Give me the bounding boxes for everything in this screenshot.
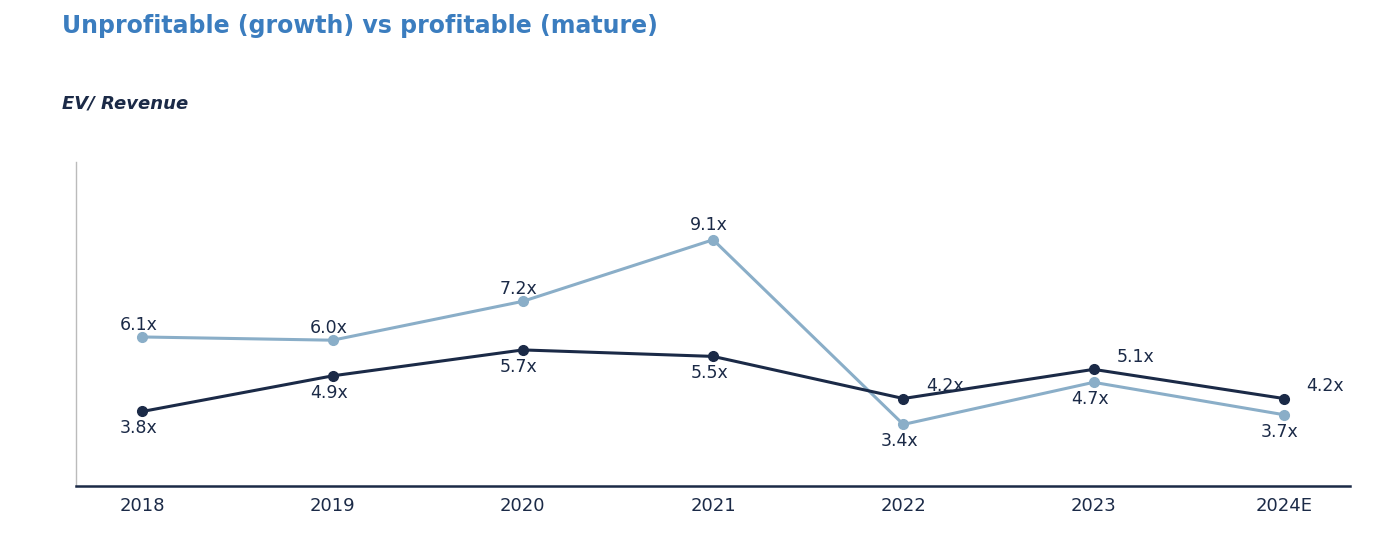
Text: 4.9x: 4.9x — [310, 384, 347, 402]
Text: 6.1x: 6.1x — [120, 316, 157, 334]
Text: EV/ Revenue: EV/ Revenue — [62, 94, 189, 112]
Text: 3.4x: 3.4x — [881, 433, 918, 450]
Text: 5.7x: 5.7x — [500, 358, 537, 376]
Text: Unprofitable (growth) vs profitable (mature): Unprofitable (growth) vs profitable (mat… — [62, 14, 657, 37]
Text: 6.0x: 6.0x — [310, 319, 347, 337]
Text: 4.7x: 4.7x — [1071, 390, 1108, 408]
Text: 7.2x: 7.2x — [500, 280, 537, 298]
Text: 4.2x: 4.2x — [1306, 377, 1345, 395]
Text: 3.8x: 3.8x — [120, 420, 157, 437]
Text: 3.7x: 3.7x — [1261, 423, 1299, 441]
Text: 4.2x: 4.2x — [926, 377, 963, 395]
Text: 9.1x: 9.1x — [690, 216, 728, 234]
Text: 5.5x: 5.5x — [690, 364, 728, 382]
Text: 5.1x: 5.1x — [1116, 348, 1155, 366]
